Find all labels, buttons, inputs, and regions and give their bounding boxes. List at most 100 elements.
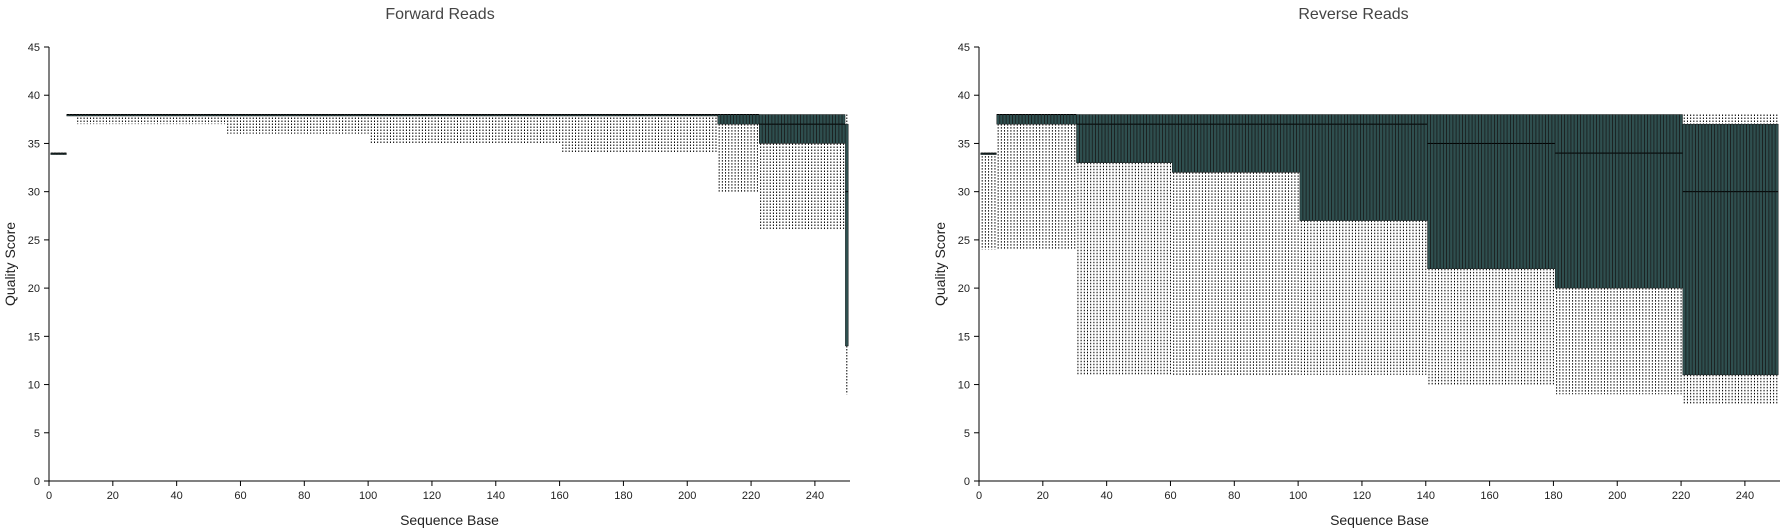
box — [774, 114, 779, 144]
x-tick-label: 180 — [614, 490, 632, 502]
box — [1178, 114, 1182, 173]
x-tick-label: 0 — [46, 490, 52, 502]
box — [1357, 114, 1361, 221]
y-tick-label: 20 — [28, 283, 40, 295]
y-tick-label: 5 — [34, 428, 40, 440]
box — [835, 114, 839, 144]
box — [1695, 123, 1699, 376]
box — [1034, 114, 1039, 125]
x-tick-label: 140 — [487, 490, 505, 502]
box — [832, 114, 836, 144]
chart-title: Forward Reads — [385, 6, 495, 23]
box — [1765, 123, 1769, 376]
box — [1366, 114, 1370, 221]
box — [723, 114, 728, 125]
box — [736, 114, 740, 125]
box — [1733, 123, 1737, 376]
box — [1044, 114, 1048, 125]
box — [1606, 114, 1610, 289]
box — [733, 114, 737, 125]
box — [1446, 114, 1450, 270]
box — [1341, 114, 1345, 221]
box — [1596, 114, 1600, 289]
box — [1108, 114, 1112, 163]
x-tick-label: 0 — [976, 490, 982, 502]
x-tick-label: 240 — [1736, 490, 1754, 502]
box — [1689, 123, 1693, 376]
box — [1424, 114, 1428, 221]
box — [800, 114, 804, 144]
box — [1124, 114, 1128, 163]
box — [1191, 114, 1195, 173]
box — [1392, 114, 1396, 221]
box — [1551, 114, 1556, 270]
box — [1539, 114, 1543, 270]
reverse-reads-plot: 0 5 10 15 20 25 30 35 40 45 0 20 40 60 80 100 120 140 160 1… — [932, 42, 1780, 528]
box — [1663, 114, 1667, 289]
box — [1628, 114, 1632, 289]
box — [1577, 114, 1581, 289]
box — [1682, 123, 1686, 376]
box — [1497, 114, 1501, 270]
box — [829, 114, 833, 144]
box — [739, 114, 744, 125]
box — [1532, 114, 1536, 270]
box — [1542, 114, 1546, 270]
box — [1293, 114, 1297, 173]
box — [787, 114, 792, 144]
box — [1401, 114, 1406, 221]
box — [1631, 114, 1635, 289]
box — [1740, 123, 1744, 376]
box — [1092, 114, 1096, 163]
x-tick-label: 160 — [550, 490, 568, 502]
box — [1503, 114, 1508, 270]
box — [1210, 114, 1214, 173]
box — [1449, 114, 1453, 270]
box — [1312, 114, 1316, 221]
box — [1749, 123, 1753, 376]
box — [1775, 123, 1779, 376]
box — [1066, 114, 1070, 125]
box — [826, 114, 830, 144]
y-tick-label: 35 — [958, 138, 970, 150]
box — [1567, 114, 1572, 289]
box — [1264, 114, 1268, 173]
box — [1389, 114, 1393, 221]
y-tick-label: 10 — [28, 380, 40, 392]
box — [1120, 114, 1125, 163]
x-tick-label: 200 — [1608, 490, 1626, 502]
box — [1025, 114, 1029, 125]
x-tick-label: 120 — [423, 490, 441, 502]
box — [1140, 114, 1144, 163]
box — [1114, 114, 1118, 163]
box — [1159, 114, 1163, 163]
box — [1452, 114, 1457, 270]
box — [1079, 114, 1083, 163]
box — [1050, 114, 1055, 125]
x-tick-label: 80 — [1228, 490, 1240, 502]
y-tick-label: 15 — [958, 331, 970, 343]
box — [1685, 123, 1690, 376]
box — [1194, 114, 1198, 173]
y-tick-label: 30 — [958, 187, 970, 199]
box — [1283, 114, 1287, 173]
box — [1149, 114, 1153, 163]
box — [1679, 114, 1683, 289]
box — [1523, 114, 1527, 270]
box — [1334, 114, 1339, 221]
box — [1762, 123, 1766, 376]
box — [999, 114, 1003, 125]
box — [1258, 114, 1262, 173]
box — [1002, 114, 1007, 125]
box — [1143, 114, 1147, 163]
x-tick-label: 60 — [234, 490, 246, 502]
box — [1746, 123, 1750, 376]
box — [1561, 114, 1565, 289]
box — [1331, 114, 1335, 221]
box — [1484, 114, 1489, 270]
box — [1009, 114, 1013, 125]
box — [1015, 114, 1019, 125]
box — [1216, 114, 1220, 173]
box — [803, 114, 807, 144]
box — [771, 114, 776, 144]
